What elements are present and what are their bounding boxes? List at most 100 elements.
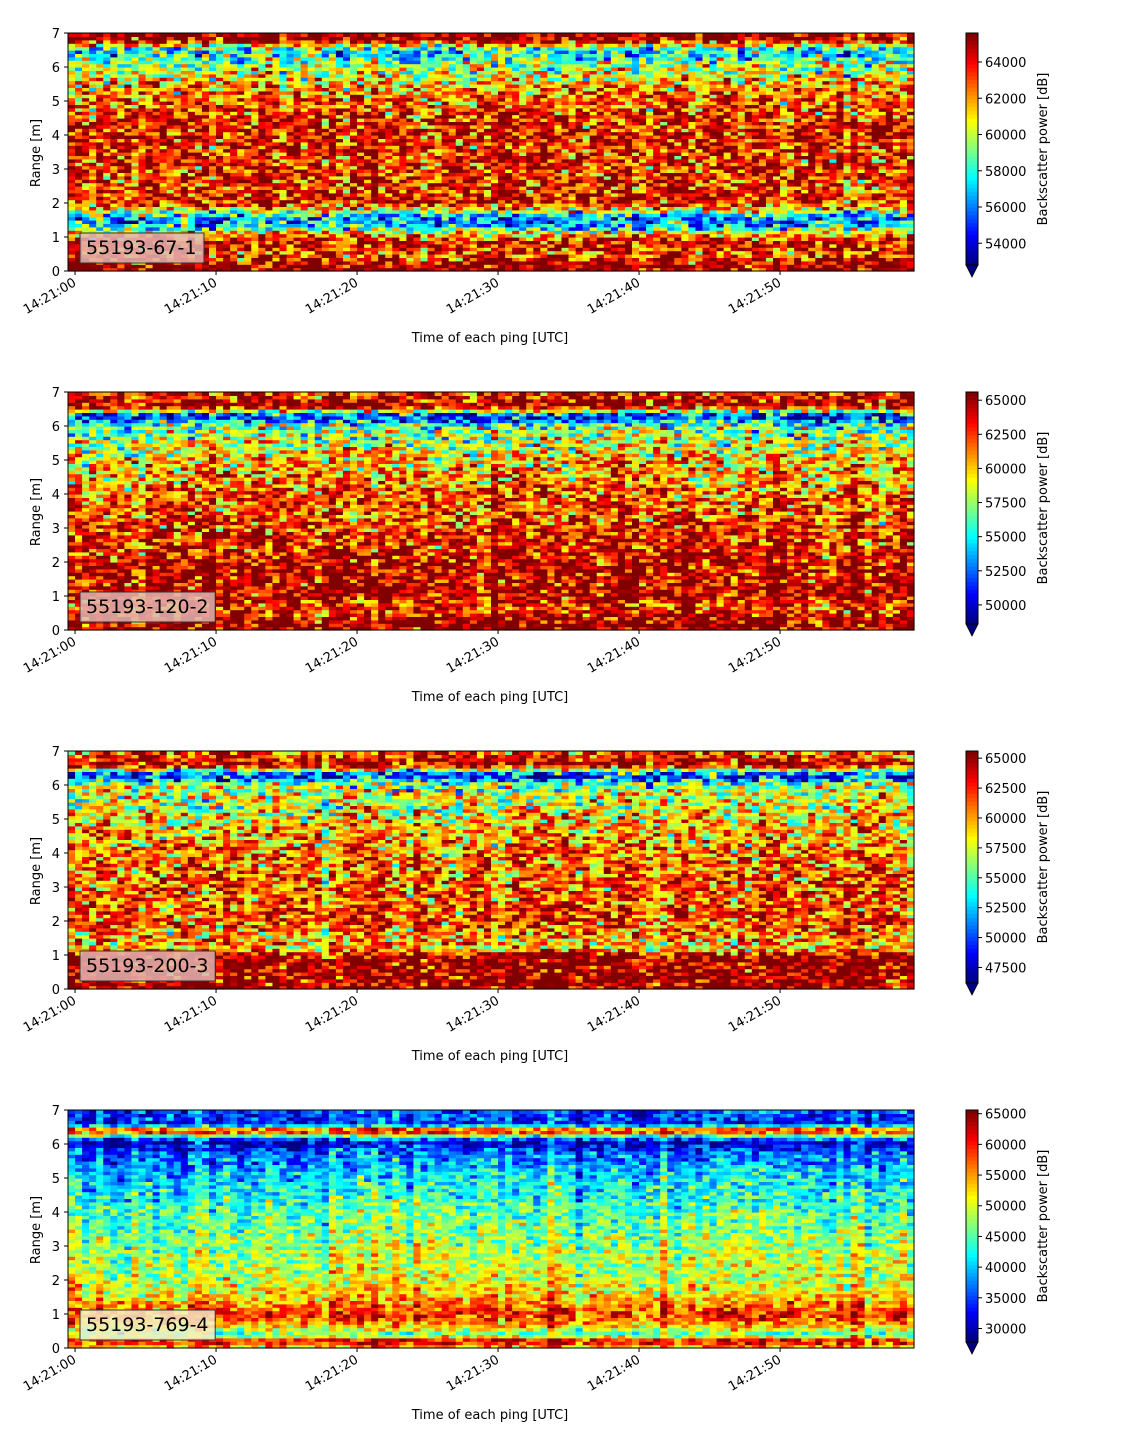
heatmap-cell [153, 183, 161, 187]
heatmap-cell [153, 149, 161, 153]
heatmap-cell [103, 264, 111, 268]
heatmap-cell [117, 176, 125, 180]
heatmap-cell [68, 193, 76, 197]
heatmap-cell [174, 200, 182, 204]
heatmap-cell [167, 33, 175, 37]
heatmap-cell [103, 132, 111, 136]
heatmap-cell [167, 210, 175, 214]
heatmap-cell [75, 264, 83, 268]
heatmap-cell [146, 142, 154, 146]
heatmap-cell [153, 264, 161, 268]
heatmap-cell [131, 264, 139, 268]
heatmap-cell [131, 166, 139, 170]
heatmap-cell [139, 264, 147, 268]
heatmap-cell [103, 210, 111, 214]
heatmap-cell [167, 142, 175, 146]
heatmap-cell [68, 264, 76, 268]
heatmap-cell [96, 159, 104, 163]
heatmap-cell [131, 227, 139, 231]
heatmap-cell [153, 217, 161, 221]
heatmap-cell [75, 193, 83, 197]
heatmap-cell [131, 149, 139, 153]
heatmap-cell [167, 217, 175, 221]
heatmap-cell [124, 210, 132, 214]
heatmap-cell [75, 210, 83, 214]
heatmap-cell [153, 33, 161, 37]
heatmap-cell [82, 183, 90, 187]
heatmap-cell [103, 159, 111, 163]
heatmap-cell [117, 159, 125, 163]
heatmap-cell [75, 159, 83, 163]
heatmap-cell [160, 183, 168, 187]
heatmap-cell [174, 149, 182, 153]
heatmap-cell [96, 142, 104, 146]
heatmap-cell [139, 159, 147, 163]
panel-1-ylabel: Range [m] [29, 119, 44, 187]
heatmap-cell [131, 132, 139, 136]
heatmap-cell [174, 183, 182, 187]
heatmap-cell [103, 200, 111, 204]
heatmap-cell [139, 176, 147, 180]
heatmap-cell [146, 210, 154, 214]
heatmap-cell [89, 227, 97, 231]
heatmap-cell [160, 200, 168, 204]
heatmap-cell [117, 142, 125, 146]
heatmap-cell [89, 193, 97, 197]
heatmap-cell [96, 149, 104, 153]
heatmap-cell [110, 159, 118, 163]
heatmap-cell [174, 217, 182, 221]
heatmap-cell [82, 264, 90, 268]
heatmap-cell [174, 210, 182, 214]
heatmap-cell [153, 166, 161, 170]
heatmap-cell [146, 159, 154, 163]
heatmap-cell [174, 227, 182, 231]
heatmap-cell [139, 217, 147, 221]
heatmap-cell [167, 200, 175, 204]
heatmap-cell [96, 132, 104, 136]
heatmap-cell [131, 200, 139, 204]
heatmap-cell [174, 159, 182, 163]
heatmap-cell [103, 142, 111, 146]
heatmap-cell [160, 193, 168, 197]
heatmap-cell [89, 132, 97, 136]
heatmap-cell [103, 176, 111, 180]
heatmap-cell [68, 210, 76, 214]
heatmap-cell [174, 166, 182, 170]
heatmap-cell [167, 166, 175, 170]
heatmap-cell [110, 33, 118, 37]
heatmap-cell [131, 176, 139, 180]
heatmap-cell [110, 193, 118, 197]
heatmap-cell [82, 33, 90, 37]
heatmap-cell [89, 264, 97, 268]
heatmap-cell [139, 149, 147, 153]
heatmap-cell [68, 244, 76, 248]
heatmap-cell [160, 166, 168, 170]
heatmap-cell [117, 132, 125, 136]
heatmap-cell [110, 183, 118, 187]
heatmap-cell [160, 176, 168, 180]
heatmap-cell [131, 210, 139, 214]
heatmap-cell [103, 227, 111, 231]
heatmap-cell [110, 176, 118, 180]
heatmap-cell [96, 176, 104, 180]
heatmap-cell [103, 193, 111, 197]
heatmap-cell [89, 200, 97, 204]
heatmap-cell [160, 210, 168, 214]
heatmap-cell [68, 159, 76, 163]
heatmap-cell [82, 159, 90, 163]
heatmap-cell [110, 149, 118, 153]
heatmap-cell [174, 264, 182, 268]
heatmap-cell [68, 227, 76, 231]
heatmap-cell [103, 217, 111, 221]
heatmap-cell [103, 33, 111, 37]
heatmap-cell [139, 210, 147, 214]
heatmap-cell [146, 227, 154, 231]
heatmap-cell [82, 210, 90, 214]
heatmap-cell [167, 183, 175, 187]
heatmap-cell [153, 193, 161, 197]
heatmap-cell [146, 149, 154, 153]
heatmap-cell [89, 176, 97, 180]
heatmap-cell [82, 193, 90, 197]
heatmap-cell [75, 166, 83, 170]
